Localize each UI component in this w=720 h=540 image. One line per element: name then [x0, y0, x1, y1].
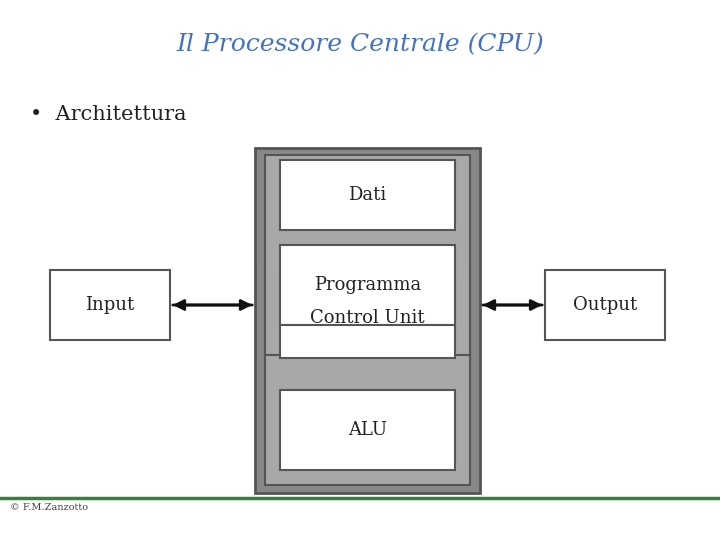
Text: ALU: ALU: [348, 421, 387, 439]
Text: © F.M.Zanzotto: © F.M.Zanzotto: [10, 503, 88, 512]
Bar: [265, 155, 470, 355]
Text: Control Unit: Control Unit: [310, 309, 425, 327]
Text: Programma: Programma: [314, 276, 421, 294]
Bar: [50, 270, 170, 340]
Bar: [545, 270, 665, 340]
Text: •  Architettura: • Architettura: [30, 105, 186, 125]
Bar: [280, 390, 455, 470]
Text: Output: Output: [573, 296, 637, 314]
Text: Input: Input: [86, 296, 135, 314]
Bar: [280, 160, 455, 230]
Bar: [280, 278, 455, 358]
Bar: [280, 245, 455, 325]
Text: Dati: Dati: [348, 186, 387, 204]
Text: Il Processore Centrale (CPU): Il Processore Centrale (CPU): [176, 33, 544, 57]
Bar: [255, 148, 480, 493]
Bar: [265, 265, 470, 485]
